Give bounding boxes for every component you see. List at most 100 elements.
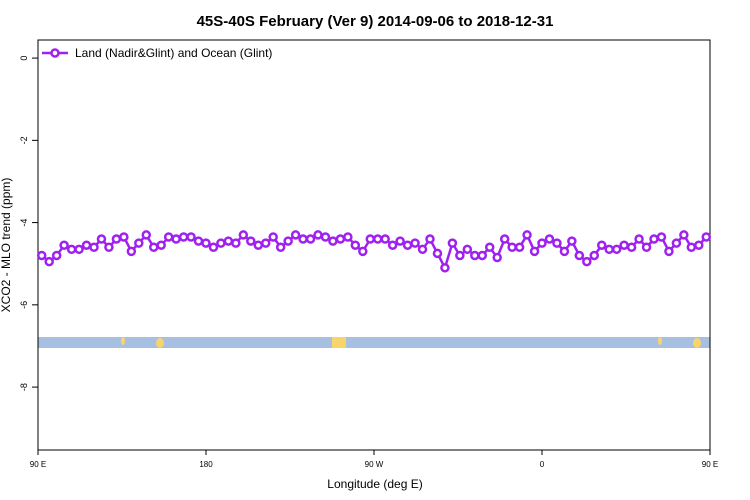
point <box>231 238 241 248</box>
point <box>156 240 166 250</box>
point <box>641 242 652 253</box>
land <box>121 337 125 345</box>
point <box>455 250 465 261</box>
point <box>171 234 181 244</box>
point <box>559 246 570 257</box>
point <box>484 242 495 253</box>
point <box>104 242 114 253</box>
point <box>96 234 107 244</box>
point <box>701 232 712 242</box>
point <box>402 240 413 250</box>
point <box>290 230 301 240</box>
y-tick-label: -2 <box>19 136 29 144</box>
point <box>350 240 361 250</box>
ocean <box>38 337 710 348</box>
point <box>499 234 510 244</box>
legend-marker <box>50 48 60 58</box>
point <box>582 256 592 267</box>
point <box>626 242 637 253</box>
point <box>507 242 517 253</box>
point <box>320 232 331 242</box>
point <box>223 236 234 246</box>
point <box>163 232 174 242</box>
land-ocean-strip <box>38 337 710 348</box>
point <box>462 244 473 255</box>
point <box>126 246 137 257</box>
point <box>432 248 443 259</box>
point <box>283 236 293 246</box>
point <box>275 242 286 253</box>
x-tick-label: 90 E <box>702 460 718 469</box>
point <box>335 234 346 244</box>
point <box>694 240 704 250</box>
point <box>74 244 84 255</box>
point <box>141 230 152 240</box>
point <box>201 238 211 248</box>
x-tick-label: 180 <box>199 460 213 469</box>
point <box>186 232 196 242</box>
point <box>604 244 614 255</box>
point <box>447 238 458 248</box>
x-tick-label: 90 W <box>365 460 384 469</box>
land <box>658 337 662 345</box>
point <box>36 250 47 261</box>
y-tick-label: -4 <box>19 219 29 227</box>
point <box>537 238 547 248</box>
point <box>522 230 532 240</box>
point <box>417 244 428 255</box>
point <box>664 246 674 257</box>
point <box>671 238 682 248</box>
point <box>208 242 219 253</box>
y-tick-label: 0 <box>19 56 29 61</box>
x-axis-label: Longitude (deg E) <box>327 477 422 491</box>
point <box>387 240 398 250</box>
point <box>596 240 607 250</box>
point <box>552 238 562 248</box>
point <box>679 230 689 240</box>
x-tick-label: 0 <box>540 460 545 469</box>
point <box>238 230 249 240</box>
point <box>544 234 555 244</box>
point <box>492 252 502 263</box>
legend-label: Land (Nadir&Glint) and Ocean (Glint) <box>75 46 272 60</box>
point <box>611 244 622 255</box>
point <box>44 256 54 267</box>
point <box>328 236 338 246</box>
point <box>260 238 271 248</box>
point <box>470 250 480 261</box>
point <box>686 242 697 253</box>
point <box>268 232 278 242</box>
point <box>358 246 368 257</box>
point <box>148 242 159 253</box>
point <box>574 250 585 261</box>
x-tick-label: 90 E <box>30 460 46 469</box>
point <box>246 236 256 246</box>
y-tick-label: -6 <box>19 301 29 309</box>
point <box>395 236 405 246</box>
point <box>81 240 92 250</box>
point <box>649 234 659 244</box>
land <box>693 338 701 348</box>
point <box>372 234 383 244</box>
point <box>119 232 129 242</box>
point <box>216 238 226 248</box>
point <box>111 234 122 244</box>
point <box>305 234 316 244</box>
point <box>477 250 488 261</box>
point <box>380 234 390 244</box>
land <box>156 338 164 348</box>
point <box>425 234 435 244</box>
point <box>514 242 525 253</box>
point <box>656 232 667 242</box>
point <box>66 244 77 255</box>
point <box>51 250 62 261</box>
point <box>410 238 420 248</box>
point <box>589 250 600 261</box>
point <box>440 263 450 273</box>
point <box>89 242 99 253</box>
point <box>178 232 189 242</box>
point <box>313 230 323 240</box>
chart-title: 45S-40S February (Ver 9) 2014-09-06 to 2… <box>197 13 554 30</box>
point <box>253 240 264 250</box>
